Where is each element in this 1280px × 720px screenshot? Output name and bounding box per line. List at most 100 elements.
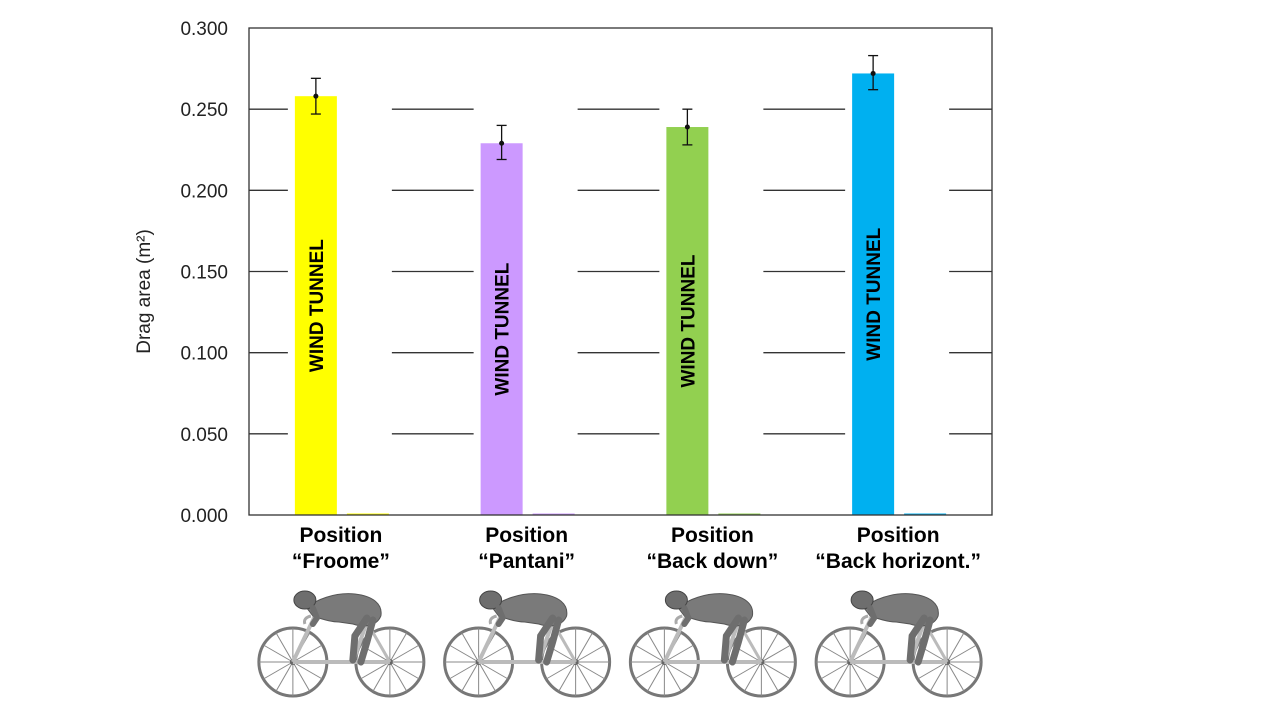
cyclist-on-bicycle-icon bbox=[814, 590, 983, 698]
wheel-spoke bbox=[389, 661, 420, 680]
wheel-spoke bbox=[946, 661, 977, 680]
bar-labels: WIND TUNNEL WIND TUNNEL WIND TUNNEL WIND TU… bbox=[307, 227, 885, 395]
wheel-spoke bbox=[389, 661, 408, 692]
bar-second-series bbox=[718, 513, 761, 515]
wheel-spoke bbox=[389, 644, 420, 663]
wheel-spoke bbox=[292, 661, 311, 692]
wheel-spoke bbox=[292, 644, 323, 663]
wheel-spoke bbox=[664, 661, 695, 680]
bar-label-wind-tunnel: WIND TUNNEL bbox=[864, 227, 885, 360]
wheel-spoke bbox=[275, 661, 294, 692]
wheel-spoke bbox=[461, 632, 480, 663]
wheel-spoke bbox=[634, 644, 665, 663]
wheel-spoke bbox=[292, 661, 323, 680]
rider-legs bbox=[720, 614, 748, 666]
y-tick-label: 0.150 bbox=[180, 263, 228, 284]
x-category-label-line1: Position bbox=[299, 524, 382, 547]
bar-wind-tunnel bbox=[480, 143, 523, 516]
wheel-spoke bbox=[946, 632, 965, 663]
wheel-spoke bbox=[731, 661, 762, 680]
cyclist-on-bicycle-icon bbox=[628, 590, 797, 698]
rider-helmet bbox=[293, 590, 317, 610]
wheel-spoke bbox=[448, 661, 479, 680]
plot-frame bbox=[248, 27, 993, 516]
bar-second-series bbox=[532, 513, 575, 515]
wheel-spoke bbox=[849, 661, 880, 680]
rider-torso bbox=[491, 593, 568, 627]
rider-legs bbox=[906, 614, 934, 666]
rider-arm bbox=[495, 605, 506, 627]
wheel-spoke bbox=[558, 661, 577, 692]
wheel-spoke bbox=[743, 661, 762, 692]
bar-second-series bbox=[346, 513, 389, 515]
x-category-label-line2: “Pantani” bbox=[478, 550, 575, 573]
wheel-spoke bbox=[263, 644, 294, 663]
cyclist-on-bicycle-icon bbox=[257, 590, 426, 698]
bar-wind-tunnel bbox=[852, 73, 895, 515]
wheel-spoke bbox=[360, 661, 391, 680]
wheel-spoke bbox=[389, 632, 408, 663]
x-category-label-line1: Position bbox=[857, 524, 940, 547]
cyclist-on-bicycle-icon bbox=[443, 590, 612, 698]
x-category-label-line1: Position bbox=[485, 524, 568, 547]
bar-wind-tunnel bbox=[666, 127, 709, 516]
wheel-spoke bbox=[545, 661, 576, 680]
y-tick-label: 0.100 bbox=[180, 344, 228, 365]
mean-point bbox=[313, 93, 319, 99]
wheel-spoke bbox=[575, 661, 594, 692]
wheel-spoke bbox=[663, 661, 682, 692]
wheel-spoke bbox=[263, 661, 294, 680]
wheel-spoke bbox=[478, 661, 497, 692]
rider-torso bbox=[863, 593, 939, 627]
bar-label-wind-tunnel: WIND TUNNEL bbox=[493, 262, 514, 395]
wheel-spoke bbox=[946, 661, 965, 692]
wheel-spoke bbox=[849, 644, 880, 663]
rider-arm bbox=[681, 605, 692, 627]
wheel-spoke bbox=[646, 661, 665, 692]
rider-arm bbox=[309, 605, 321, 627]
x-category-label-line2: “Back horizont.” bbox=[815, 550, 981, 573]
rider-legs bbox=[349, 614, 377, 666]
wheel-spoke bbox=[478, 644, 509, 663]
wheel-spoke bbox=[575, 661, 606, 680]
x-category-label-line2: “Froome” bbox=[292, 550, 390, 573]
mean-point bbox=[684, 124, 690, 130]
rider-torso bbox=[306, 593, 382, 627]
wheel-spoke bbox=[917, 661, 948, 680]
wheel-spoke bbox=[478, 661, 509, 680]
bar-second-series bbox=[904, 513, 947, 515]
wheel-spoke bbox=[646, 632, 665, 663]
rider-helmet bbox=[664, 590, 688, 610]
rider-torso bbox=[677, 593, 754, 627]
mean-point bbox=[870, 70, 876, 76]
bar-wind-tunnel bbox=[294, 96, 337, 516]
wheel-spoke bbox=[832, 661, 851, 692]
wheel-spoke bbox=[946, 644, 977, 663]
gridlines bbox=[249, 108, 992, 435]
bar-label-wind-tunnel: WIND TUNNEL bbox=[307, 239, 328, 372]
wheel-spoke bbox=[849, 661, 868, 692]
wheel-spoke bbox=[929, 661, 948, 692]
wheel-spoke bbox=[832, 632, 851, 663]
rider-legs bbox=[535, 614, 563, 666]
wheel-spoke bbox=[820, 644, 851, 663]
wheel-spoke bbox=[575, 632, 594, 663]
wheel-spoke bbox=[760, 661, 779, 692]
y-tick-label: 0.300 bbox=[180, 19, 228, 40]
mean-point bbox=[499, 140, 505, 146]
wheel-spoke bbox=[634, 661, 665, 680]
wheel-spoke bbox=[275, 632, 294, 663]
bars bbox=[294, 73, 947, 516]
wheel-spoke bbox=[761, 661, 792, 680]
wheel-spoke bbox=[761, 644, 792, 663]
bar-label-wind-tunnel: WIND TUNNEL bbox=[678, 254, 699, 387]
wheel-spoke bbox=[664, 644, 695, 663]
y-tick-label: 0.250 bbox=[180, 100, 228, 121]
y-axis-label: Drag area (m²) bbox=[134, 229, 155, 354]
rider-helmet bbox=[850, 590, 874, 610]
wheel-spoke bbox=[461, 661, 480, 692]
wheel-spoke bbox=[372, 661, 391, 692]
wheel-spoke bbox=[448, 644, 479, 663]
error-bars bbox=[310, 54, 879, 161]
